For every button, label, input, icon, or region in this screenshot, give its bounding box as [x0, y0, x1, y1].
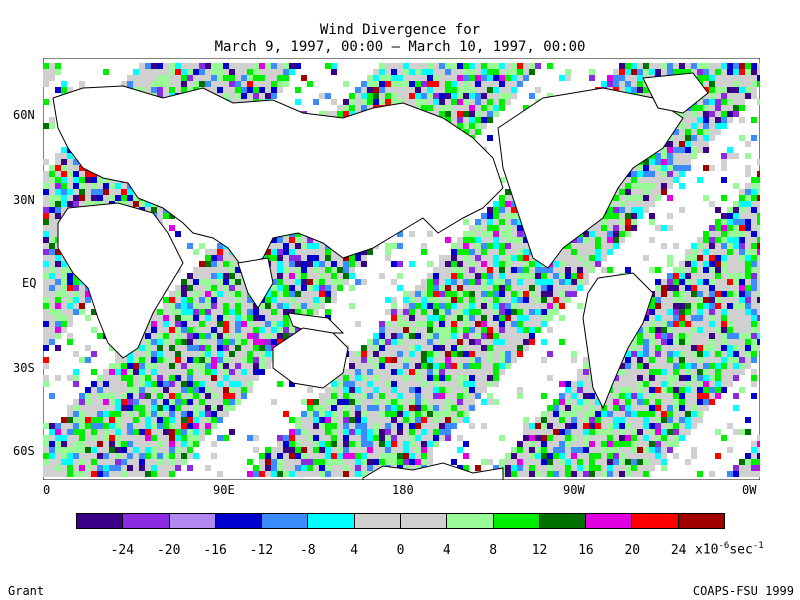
- lat-label-30s: 30S: [13, 361, 35, 375]
- colorbar-swatch: [354, 514, 401, 528]
- unit-exponent: -6: [718, 541, 730, 551]
- colorbar-swatch: [308, 514, 355, 528]
- colorbar-swatch: [169, 514, 216, 528]
- colorbar-swatch: [262, 514, 309, 528]
- colorbar-swatch: [586, 514, 633, 528]
- colorbar-tick: 12: [531, 543, 548, 558]
- colorbar-tick: 16: [578, 543, 594, 558]
- north-america-landmass: [497, 87, 684, 269]
- lon-label-180: 180: [392, 483, 414, 497]
- colorbar-tick: -8: [299, 543, 316, 558]
- lon-label-90e: 90E: [213, 483, 235, 497]
- colorbar-swatch: [400, 514, 448, 528]
- colorbar-tick: 20: [624, 543, 641, 558]
- lat-label-eq: EQ: [22, 276, 37, 290]
- south-america-landmass: [582, 272, 654, 410]
- africa-landmass: [57, 202, 184, 359]
- colorbar-unit: x10-6sec-1: [695, 541, 764, 557]
- wind-divergence-map: [43, 58, 760, 480]
- colorbar-swatch: [77, 514, 124, 528]
- greenland-landmass: [642, 72, 709, 114]
- lon-label-0w: 0W: [742, 483, 757, 497]
- india-landmass: [237, 257, 274, 309]
- org-credit: COAPS-FSU 1999: [692, 584, 794, 598]
- unit-exponent-2: -1: [752, 541, 764, 551]
- colorbar-swatch: [123, 514, 170, 528]
- colorbar-swatch: [539, 514, 587, 528]
- colorbar-tick: 4: [350, 543, 359, 558]
- australia-landmass: [272, 327, 349, 389]
- colorbar-swatch: [447, 514, 494, 528]
- colorbar-tick: -12: [249, 543, 274, 558]
- colorbar-tick: 24: [670, 543, 687, 558]
- colorbar-tick: 4: [442, 543, 451, 558]
- lon-label-90w: 90W: [563, 483, 585, 497]
- colorbar-tick: -24: [110, 543, 135, 558]
- map-subtitle: March 9, 1997, 00:00 – March 10, 1997, 0…: [214, 39, 586, 55]
- unit-prefix: x10: [695, 542, 719, 558]
- colorbar-swatch: [215, 514, 263, 528]
- eurasia-landmass: [52, 85, 504, 269]
- lat-label-30n: 30N: [13, 193, 35, 207]
- map-title: Wind Divergence for: [319, 22, 481, 38]
- colorbar-swatch: [493, 514, 540, 528]
- colorbar: [76, 513, 725, 529]
- colorbar-tick: -16: [203, 543, 227, 558]
- colorbar-tick: -20: [156, 543, 181, 558]
- colorbar-tick-labels: -24 -20 -16 -12 -8 4 0 4 8 12 16 20 24: [76, 543, 725, 559]
- lat-label-60n: 60N: [13, 108, 35, 122]
- colorbar-swatch: [632, 514, 679, 528]
- continent-outlines: [52, 72, 709, 480]
- author-credit: Grant: [8, 584, 45, 598]
- lat-label-60s: 60S: [13, 444, 35, 458]
- colorbar-tick: 8: [489, 543, 498, 558]
- lon-label-0: 0: [43, 483, 51, 497]
- unit-suffix: sec: [729, 542, 753, 558]
- antarctica-edge: [362, 462, 504, 480]
- colorbar-tick: 0: [396, 543, 405, 558]
- colorbar-swatch: [678, 514, 724, 528]
